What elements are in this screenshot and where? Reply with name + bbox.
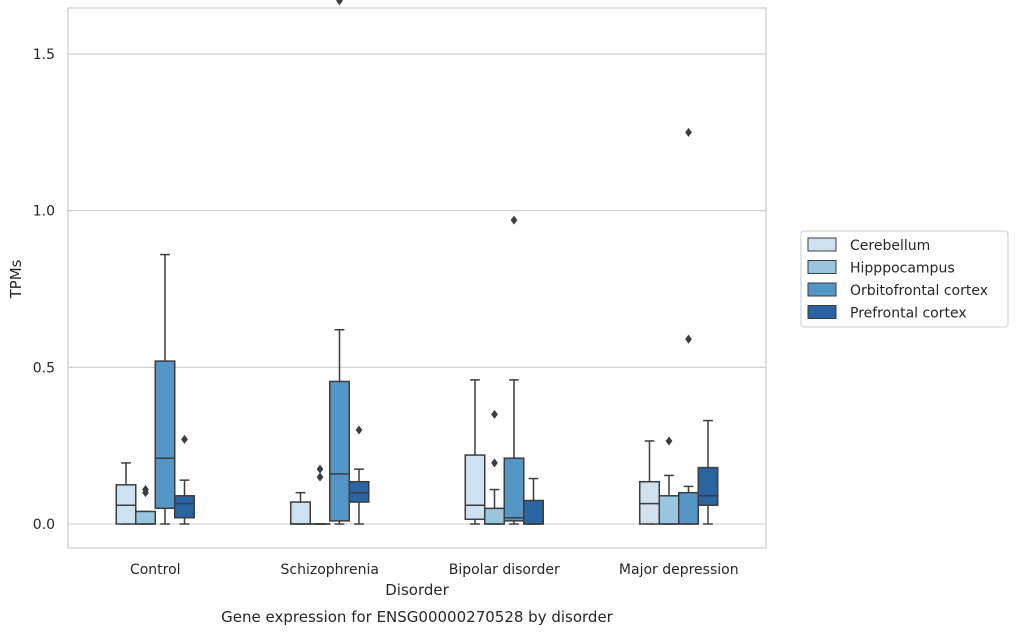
x-tick-label: Schizophrenia xyxy=(281,562,379,578)
legend-label: Orbitofrontal cortex xyxy=(850,283,988,299)
x-tick-label: Control xyxy=(130,562,181,578)
box-body xyxy=(290,501,311,525)
box-prefrontal-cortex xyxy=(348,425,370,525)
box-hipppocampus xyxy=(309,464,331,525)
box-hipppocampus xyxy=(135,485,156,525)
legend-swatch xyxy=(807,305,837,319)
chart-caption: Gene expression for ENSG00000270528 by d… xyxy=(221,608,614,626)
box-body xyxy=(678,491,699,525)
legend-frame xyxy=(800,230,1009,328)
box-cerebellum xyxy=(639,440,660,525)
box-body xyxy=(658,495,680,525)
box-body xyxy=(115,484,137,525)
legend-swatch xyxy=(807,282,837,297)
legend-label: Prefrontal cortex xyxy=(850,306,967,322)
boxes xyxy=(115,0,719,525)
box-body xyxy=(174,495,195,519)
box-body xyxy=(639,480,660,525)
box-prefrontal-cortex xyxy=(523,477,544,525)
box-hipppocampus xyxy=(658,436,680,525)
outlier-point xyxy=(685,127,692,137)
x-tick-label: Bipolar disorder xyxy=(449,562,560,578)
y-tick-label: 1.5 xyxy=(33,47,55,63)
box-cerebellum xyxy=(115,462,137,525)
legend-label: Cerebellum xyxy=(850,238,930,254)
box-body xyxy=(484,507,505,525)
outlier-point xyxy=(316,472,324,482)
box-prefrontal-cortex xyxy=(174,434,195,525)
y-tick-label: 1.0 xyxy=(33,204,55,220)
legend-swatch xyxy=(807,237,837,252)
box-hipppocampus xyxy=(484,409,505,525)
outlier-point xyxy=(355,425,363,435)
outlier-point xyxy=(491,458,498,468)
legend-swatch xyxy=(807,260,837,274)
box-body xyxy=(503,457,525,522)
box-body xyxy=(154,360,176,510)
outlier-point xyxy=(316,464,324,474)
x-axis-label: Disorder xyxy=(385,581,449,599)
y-tick-label: 0.0 xyxy=(33,517,55,533)
legend-label: Hipppocampus xyxy=(850,261,955,277)
outlier-point xyxy=(665,436,673,446)
box-body xyxy=(348,480,370,503)
outlier-point xyxy=(510,215,518,225)
outlier-point xyxy=(142,485,149,495)
box-orbitofrontal-cortex xyxy=(329,0,350,525)
box-orbitofrontal-cortex xyxy=(154,253,176,525)
y-axis-ticks: 0.00.51.01.52.02.53.0 xyxy=(33,47,55,533)
box-orbitofrontal-cortex xyxy=(678,127,699,525)
outlier-point xyxy=(181,434,188,444)
box-body xyxy=(697,466,719,506)
box-body xyxy=(135,510,156,525)
box-cerebellum xyxy=(464,379,486,525)
box-body xyxy=(523,499,544,525)
box-cerebellum xyxy=(290,491,311,525)
box-body xyxy=(464,454,486,521)
box-prefrontal-cortex xyxy=(697,419,719,525)
x-axis-ticks: Control Schizophrenia Bipolar disorder Majo… xyxy=(130,562,739,578)
box-body xyxy=(329,380,350,522)
x-tick-label: Major depression xyxy=(619,562,739,578)
y-tick-label: 0.5 xyxy=(33,360,55,376)
legend: Cerebellum Hipppocampus Orbitofrontal cort… xyxy=(800,230,1009,328)
outlier-point xyxy=(491,409,498,419)
outlier-point xyxy=(336,0,343,6)
y-axis-label: TPMs xyxy=(7,259,25,299)
plot-area-frame xyxy=(67,7,767,549)
outlier-point xyxy=(685,334,692,344)
box-orbitofrontal-cortex xyxy=(503,215,525,525)
